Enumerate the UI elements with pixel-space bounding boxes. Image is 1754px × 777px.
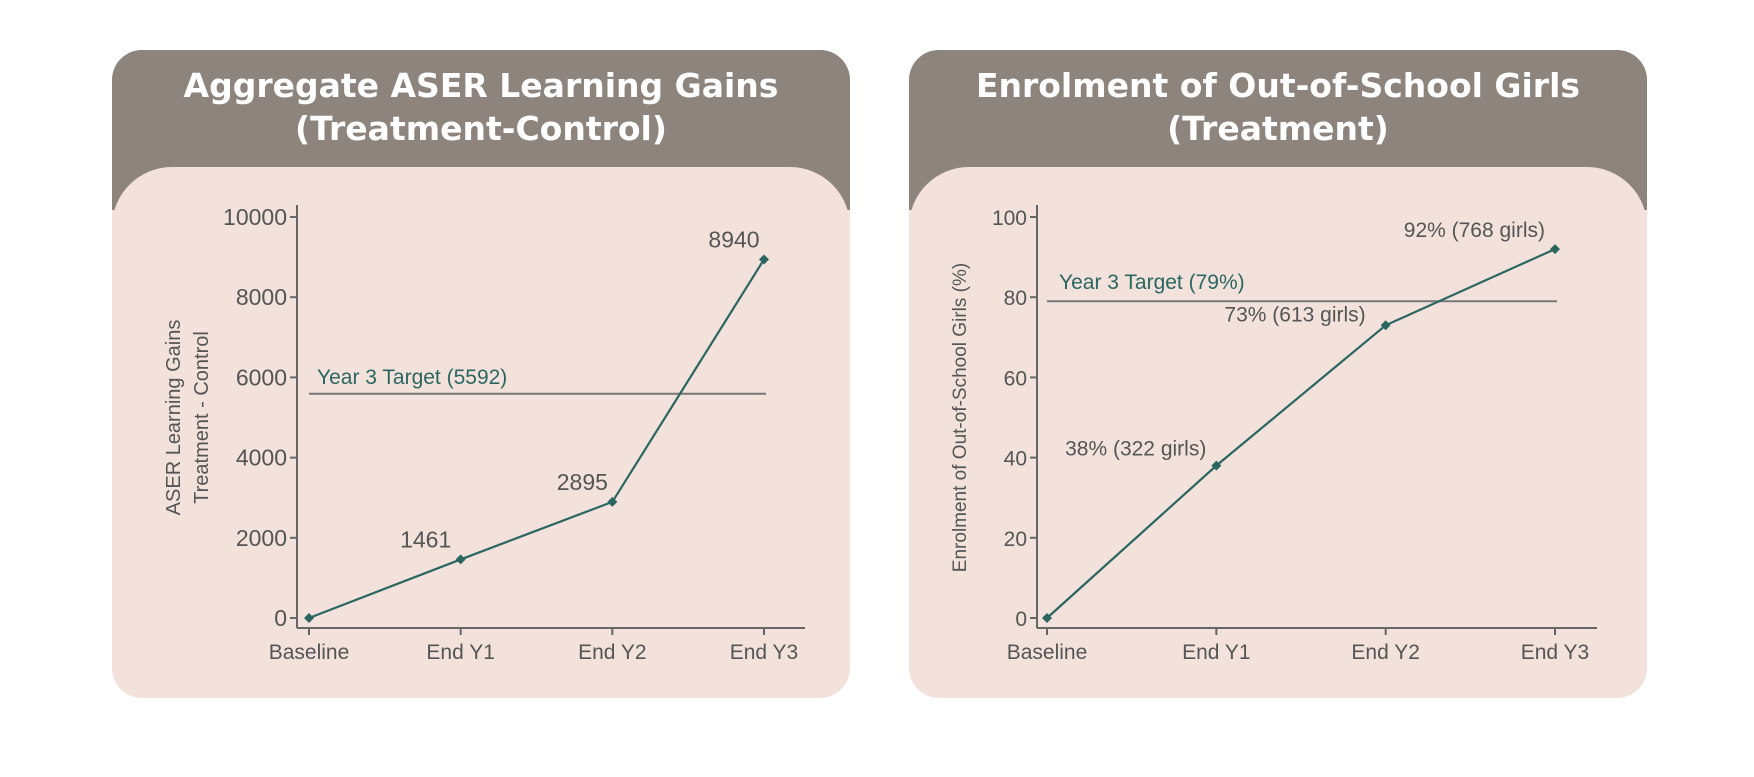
data-point — [455, 554, 466, 565]
x-tick-label: End Y1 — [426, 641, 495, 664]
x-tick-label: End Y1 — [1182, 641, 1251, 664]
x-tick-label: Baseline — [1007, 641, 1088, 664]
data-label: 92% (768 girls) — [1404, 219, 1545, 242]
data-point — [1211, 460, 1222, 471]
y-tick-label: 0 — [274, 605, 287, 631]
data-label: 73% (613 girls) — [1224, 303, 1365, 326]
data-label: 38% (322 girls) — [1065, 438, 1206, 461]
chart-title-line: (Treatment-Control) — [295, 109, 667, 148]
line-chart-enrolment: 0 20 40 60 80 100 Baseline End Y1 End Y2 End Y3 En… — [950, 205, 1597, 664]
y-axis-label: Enrolment of Out-of-School Girls (%) — [950, 263, 971, 572]
y-tick-label: 4000 — [236, 445, 287, 471]
chart-title: Enrolment of Out-of-School Girls (Treatm… — [909, 64, 1647, 150]
target-label: Year 3 Target (5592) — [317, 366, 507, 389]
x-tick-label: End Y3 — [730, 641, 799, 664]
x-tick-label: End Y2 — [578, 641, 647, 664]
data-label: 2895 — [557, 469, 608, 495]
data-point — [1042, 613, 1052, 623]
line-chart-aser: 0 2000 4000 6000 8000 10000 Baseline End Y1 End … — [163, 204, 805, 664]
y-tick-label: 100 — [992, 207, 1027, 230]
series-line — [308, 258, 765, 620]
chart-title-line: Aggregate ASER Learning Gains — [183, 66, 779, 105]
data-point — [1380, 320, 1391, 331]
data-point — [1550, 244, 1560, 255]
y-axis-label: Treatment - Control — [191, 331, 213, 504]
x-tick-label: End Y2 — [1351, 641, 1420, 664]
y-tick-label: 10000 — [223, 204, 287, 230]
data-point — [304, 613, 314, 623]
x-tick-label: Baseline — [269, 641, 350, 664]
y-tick-label: 40 — [1004, 448, 1027, 471]
y-tick-label: 80 — [1004, 287, 1027, 310]
y-tick-label: 6000 — [236, 364, 287, 390]
chart-title-line: (Treatment) — [1167, 109, 1389, 148]
chart-title-line: Enrolment of Out-of-School Girls — [975, 66, 1581, 105]
data-label: 1461 — [400, 526, 451, 552]
y-tick-label: 60 — [1004, 367, 1027, 390]
series-line — [1046, 248, 1556, 619]
chart-title: Aggregate ASER Learning Gains (Treatment… — [112, 64, 850, 150]
x-tick-label: End Y3 — [1521, 641, 1590, 664]
y-tick-label: 20 — [1004, 528, 1027, 551]
data-point — [759, 254, 769, 265]
data-label: 8940 — [708, 227, 759, 253]
y-tick-label: 2000 — [236, 525, 287, 551]
y-tick-label: 0 — [1015, 608, 1027, 631]
y-tick-label: 8000 — [236, 284, 287, 310]
y-axis-label: ASER Learning Gains — [163, 320, 185, 516]
panel-girls-enrolment: Enrolment of Out-of-School Girls (Treatm… — [909, 50, 1647, 698]
panel-aser-gains: Aggregate ASER Learning Gains (Treatment… — [112, 50, 850, 698]
data-point — [607, 496, 618, 507]
target-label: Year 3 Target (79%) — [1059, 271, 1245, 294]
